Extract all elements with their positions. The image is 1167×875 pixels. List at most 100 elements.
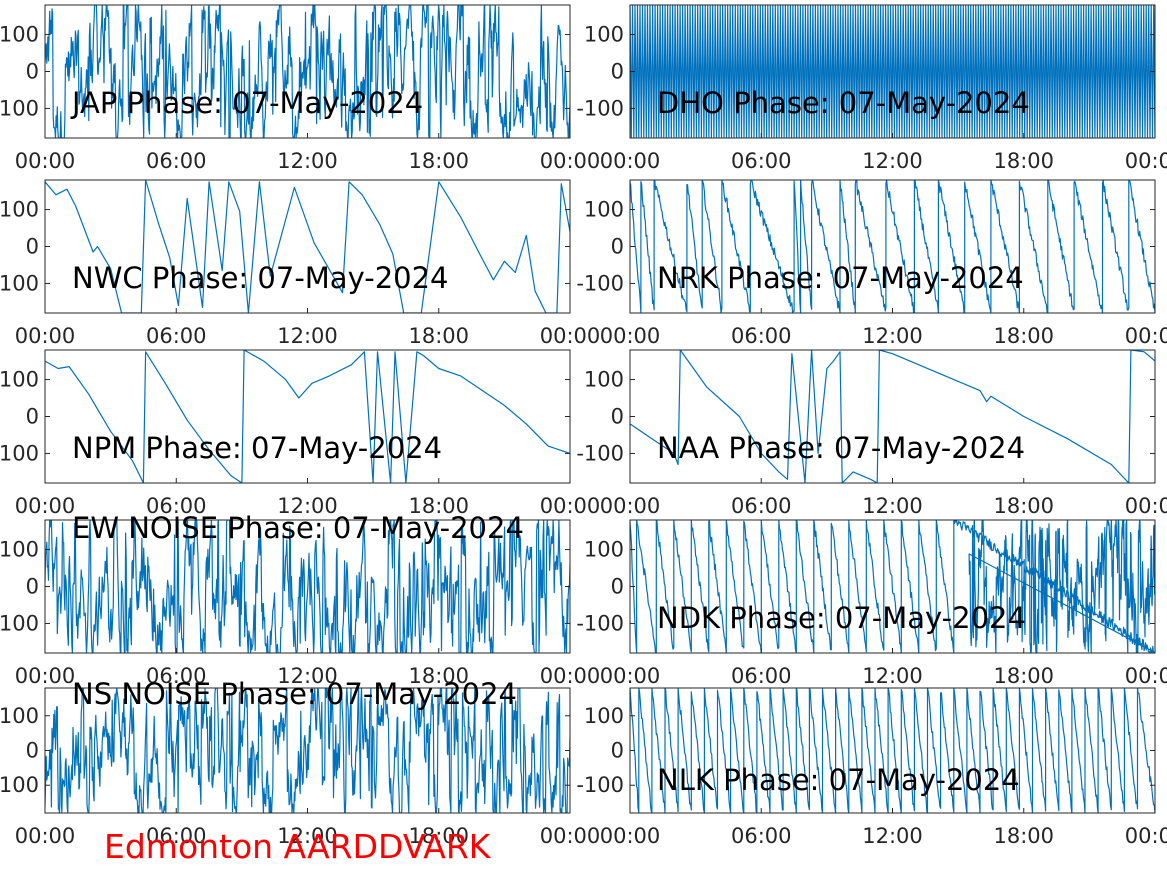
nrk-phase-07-may-2024-ytick-label: 0: [611, 235, 624, 259]
dho-phase-07-may-2024-series-line: [630, 5, 1155, 138]
ew-noise-phase-07-may-2024-ytick-label: -100: [0, 611, 39, 635]
npm-phase-07-may-2024-ytick-label: 0: [26, 405, 39, 429]
npm-phase-07-may-2024-title: NPM Phase: 07-May-2024: [72, 431, 442, 465]
ew-noise-phase-07-may-2024-panel: -100 0 100 00:00 06:00 12:00 18:00 00:00 EW NOIS…: [0, 511, 600, 688]
ndk-phase-07-may-2024-xtick-label: 12:00: [862, 664, 923, 688]
nwc-phase-07-may-2024-xtick-label: 18:00: [408, 324, 469, 348]
ndk-phase-07-may-2024-xtick-label: 18:00: [993, 664, 1054, 688]
naa-phase-07-may-2024-xtick-label: 00:00: [600, 494, 661, 518]
nlk-phase-07-may-2024-ytick-label: 100: [584, 704, 624, 728]
dho-phase-07-may-2024-ytick-label: -100: [576, 96, 624, 120]
npm-phase-07-may-2024-xtick-label: 18:00: [408, 494, 469, 518]
jap-phase-07-may-2024-ytick-label: -100: [0, 96, 39, 120]
nlk-phase-07-may-2024-ytick-label: -100: [576, 773, 624, 797]
naa-phase-07-may-2024-panel: -100 0 100 00:00 06:00 12:00 18:00 00:00 NAA Pha…: [576, 349, 1167, 518]
nrk-phase-07-may-2024-ytick-label: 100: [584, 198, 624, 222]
ew-noise-phase-07-may-2024-series-line: [45, 520, 570, 653]
ew-noise-phase-07-may-2024-xtick-label: 00:00: [15, 664, 76, 688]
ew-noise-phase-07-may-2024-xtick-label: 18:00: [408, 664, 469, 688]
nlk-phase-07-may-2024-title: NLK Phase: 07-May-2024: [657, 763, 1020, 797]
jap-phase-07-may-2024-title: JAP Phase: 07-May-2024: [70, 86, 423, 120]
naa-phase-07-may-2024-xtick-label: 00:00: [1125, 494, 1167, 518]
ndk-phase-07-may-2024-ytick-label: -100: [576, 611, 624, 635]
nrk-phase-07-may-2024-xtick-label: 06:00: [731, 324, 792, 348]
nrk-phase-07-may-2024-title: NRK Phase: 07-May-2024: [657, 261, 1024, 295]
nwc-phase-07-may-2024-xtick-label: 00:00: [15, 324, 76, 348]
ndk-phase-07-may-2024-title: NDK Phase: 07-May-2024: [657, 601, 1026, 635]
npm-phase-07-may-2024-xtick-label: 00:00: [540, 494, 601, 518]
jap-phase-07-may-2024-xtick-label: 12:00: [277, 149, 338, 173]
npm-phase-07-may-2024-xtick-label: 12:00: [277, 494, 338, 518]
dho-phase-07-may-2024-ytick-label: 100: [584, 23, 624, 47]
ew-noise-phase-07-may-2024-ytick-label: 0: [26, 575, 39, 599]
ns-noise-phase-07-may-2024-xtick-label: 06:00: [146, 824, 207, 848]
npm-phase-07-may-2024-ytick-label: 100: [0, 368, 39, 392]
ns-noise-phase-07-may-2024-ytick-label: -100: [0, 773, 39, 797]
nwc-phase-07-may-2024-ytick-label: 100: [0, 198, 39, 222]
nwc-phase-07-may-2024-ytick-label: 0: [26, 235, 39, 259]
ns-noise-phase-07-may-2024-xtick-label: 18:00: [408, 824, 469, 848]
nwc-phase-07-may-2024-title: NWC Phase: 07-May-2024: [72, 261, 449, 295]
dho-phase-07-may-2024-xtick-label: 00:00: [1125, 149, 1167, 173]
nlk-phase-07-may-2024-panel: -100 0 100 00:00 06:00 12:00 18:00 00:00 NLK Pha…: [576, 687, 1167, 848]
ew-noise-phase-07-may-2024-xtick-label: 00:00: [540, 664, 601, 688]
npm-phase-07-may-2024-series-line: [45, 350, 570, 483]
ns-noise-phase-07-may-2024-series-line: [45, 688, 570, 813]
dho-phase-07-may-2024-xtick-label: 00:00: [600, 149, 661, 173]
nlk-phase-07-may-2024-xtick-label: 00:00: [1125, 824, 1167, 848]
naa-phase-07-may-2024-series-line: [630, 350, 1155, 483]
ns-noise-phase-07-may-2024-xtick-label: 12:00: [277, 824, 338, 848]
ndk-phase-07-may-2024-xtick-label: 00:00: [600, 664, 661, 688]
npm-phase-07-may-2024-ytick-label: -100: [0, 441, 39, 465]
nlk-phase-07-may-2024-xtick-label: 06:00: [731, 824, 792, 848]
nlk-phase-07-may-2024-series-line: [630, 688, 1155, 813]
nlk-phase-07-may-2024-xtick-label: 18:00: [993, 824, 1054, 848]
dho-phase-07-may-2024-xtick-label: 18:00: [993, 149, 1054, 173]
ew-noise-phase-07-may-2024-xtick-label: 06:00: [146, 664, 207, 688]
nrk-phase-07-may-2024-ytick-label: -100: [576, 271, 624, 295]
nrk-phase-07-may-2024-xtick-label: 18:00: [993, 324, 1054, 348]
footer-caption: Edmonton AARDDVARK: [104, 827, 491, 866]
jap-phase-07-may-2024-series-line: [45, 5, 570, 138]
dho-phase-07-may-2024-xtick-label: 06:00: [731, 149, 792, 173]
ns-noise-phase-07-may-2024-panel: -100 0 100 00:00 06:00 12:00 18:00 00:00 NS NOIS…: [0, 677, 600, 848]
nwc-phase-07-may-2024-panel: -100 0 100 00:00 06:00 12:00 18:00 00:00 NWC Pha…: [0, 179, 601, 348]
ns-noise-phase-07-may-2024-ytick-label: 0: [26, 739, 39, 763]
ndk-phase-07-may-2024-ytick-label: 0: [611, 575, 624, 599]
jap-phase-07-may-2024-ytick-label: 0: [26, 60, 39, 84]
npm-phase-07-may-2024-xtick-label: 06:00: [146, 494, 207, 518]
ew-noise-phase-07-may-2024-ytick-label: 100: [0, 538, 39, 562]
dho-phase-07-may-2024-ytick-label: 0: [611, 60, 624, 84]
nlk-phase-07-may-2024-ytick-label: 0: [611, 739, 624, 763]
nrk-phase-07-may-2024-series-line: [630, 180, 1155, 313]
naa-phase-07-may-2024-ytick-label: 0: [611, 405, 624, 429]
nwc-phase-07-may-2024-ytick-label: -100: [0, 271, 39, 295]
jap-phase-07-may-2024-xtick-label: 00:00: [15, 149, 76, 173]
jap-phase-07-may-2024-xtick-label: 06:00: [146, 149, 207, 173]
dho-phase-07-may-2024-title: DHO Phase: 07-May-2024: [657, 86, 1030, 120]
nwc-phase-07-may-2024-series-line: [45, 180, 570, 313]
ew-noise-phase-07-may-2024-xtick-label: 12:00: [277, 664, 338, 688]
ns-noise-phase-07-may-2024-xtick-label: 00:00: [540, 824, 601, 848]
ns-noise-phase-07-may-2024-xtick-label: 00:00: [15, 824, 76, 848]
naa-phase-07-may-2024-ytick-label: 100: [584, 368, 624, 392]
jap-phase-07-may-2024-xtick-label: 18:00: [408, 149, 469, 173]
nrk-phase-07-may-2024-panel: -100 0 100 00:00 06:00 12:00 18:00 00:00 NRK Pha…: [576, 179, 1167, 348]
ndk-phase-07-may-2024-xtick-label: 06:00: [731, 664, 792, 688]
nlk-phase-07-may-2024-xtick-label: 12:00: [862, 824, 923, 848]
ndk-phase-07-may-2024-ytick-label: 100: [584, 538, 624, 562]
nwc-phase-07-may-2024-xtick-label: 00:00: [540, 324, 601, 348]
dho-phase-07-may-2024-xtick-label: 12:00: [862, 149, 923, 173]
naa-phase-07-may-2024-ytick-label: -100: [576, 441, 624, 465]
jap-phase-07-may-2024-ytick-label: 100: [0, 23, 39, 47]
ns-noise-phase-07-may-2024-title: NS NOISE Phase: 07-May-2024: [72, 677, 517, 711]
ndk-phase-07-may-2024-panel: -100 0 100 00:00 06:00 12:00 18:00 00:00 NDK Pha…: [576, 519, 1167, 688]
naa-phase-07-may-2024-xtick-label: 06:00: [731, 494, 792, 518]
nrk-phase-07-may-2024-xtick-label: 12:00: [862, 324, 923, 348]
dho-phase-07-may-2024-panel: -100 0 100 00:00 06:00 12:00 18:00 00:00 DHO Pha…: [576, 4, 1167, 173]
npm-phase-07-may-2024-xtick-label: 00:00: [15, 494, 76, 518]
naa-phase-07-may-2024-xtick-label: 12:00: [862, 494, 923, 518]
ndk-phase-07-may-2024-series-line: [630, 520, 1155, 653]
jap-phase-07-may-2024-panel: -100 0 100 00:00 06:00 12:00 18:00 00:00 JAP Pha…: [0, 4, 600, 173]
nwc-phase-07-may-2024-xtick-label: 12:00: [277, 324, 338, 348]
